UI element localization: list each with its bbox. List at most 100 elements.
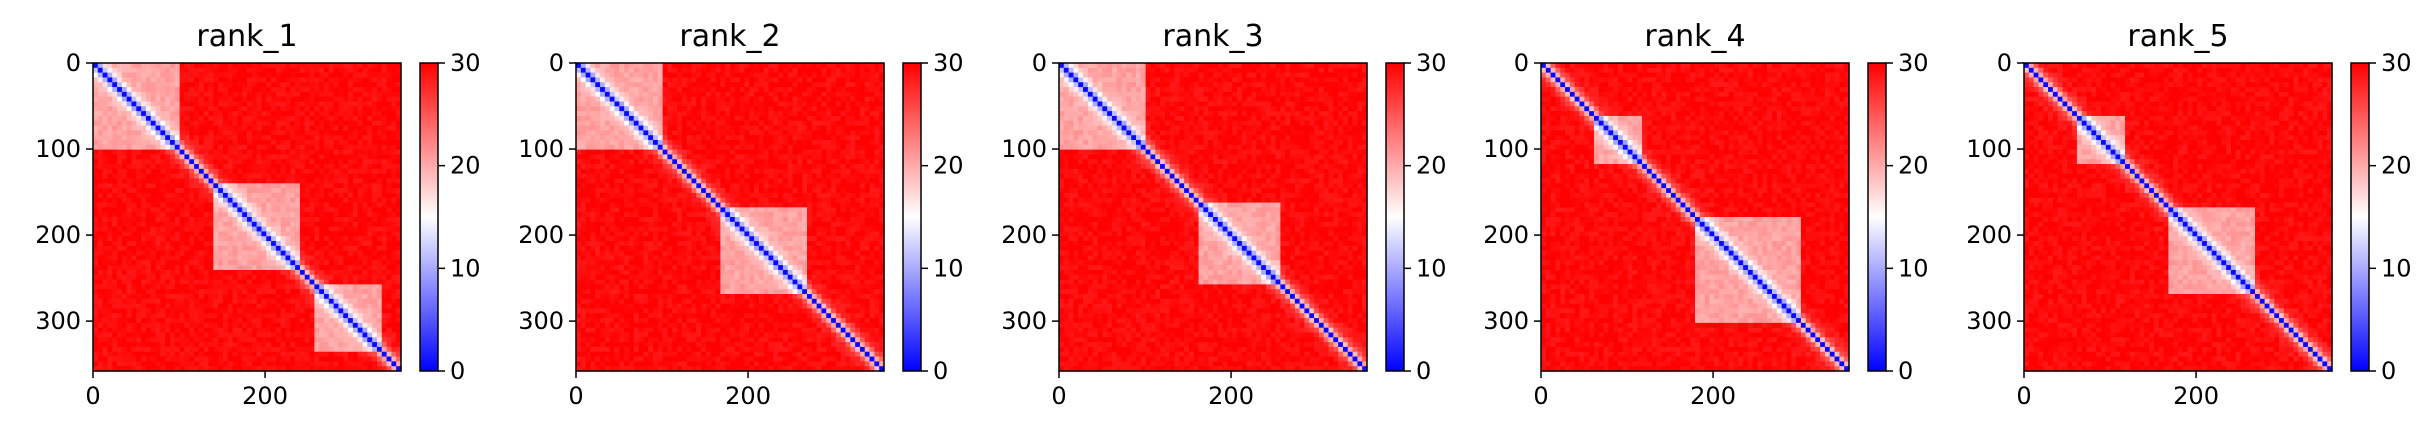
heatmap-cell — [286, 111, 291, 116]
heatmap-cell — [132, 207, 137, 212]
heatmap-cell — [218, 318, 223, 323]
heatmap-cell — [338, 159, 343, 164]
heatmap-cell — [132, 270, 137, 275]
heatmap-cell — [199, 130, 204, 135]
heatmap-cell — [237, 361, 242, 366]
heatmap-cell — [93, 318, 98, 323]
heatmap-cell — [324, 140, 329, 145]
heatmap-cell — [353, 154, 358, 159]
heatmap-cell — [387, 265, 392, 270]
heatmap-cell — [180, 150, 185, 155]
heatmap-cell — [132, 333, 137, 338]
heatmap-cell — [112, 328, 117, 333]
heatmap-cell — [170, 116, 175, 121]
heatmap-cell — [276, 284, 281, 289]
heatmap-cell — [600, 121, 605, 126]
heatmap-cell — [319, 260, 324, 265]
heatmap-cell — [127, 270, 132, 275]
heatmap-cell — [310, 63, 315, 68]
heatmap-cell — [151, 169, 156, 174]
heatmap-cell — [189, 222, 194, 227]
heatmap-cell — [127, 308, 132, 313]
heatmap-cell — [363, 256, 368, 261]
heatmap-cell — [281, 289, 286, 294]
heatmap-cell — [112, 284, 117, 289]
heatmap-cell — [98, 179, 103, 184]
heatmap-cell — [271, 352, 276, 357]
heatmap-cell — [367, 169, 372, 174]
heatmap-cell — [319, 150, 324, 155]
heatmap-cell — [132, 357, 137, 362]
heatmap-cell — [348, 270, 353, 275]
heatmap-cell — [122, 304, 127, 309]
heatmap-cell — [348, 203, 353, 208]
heatmap-cell — [319, 342, 324, 347]
heatmap-cell — [850, 87, 855, 92]
heatmap-cell — [257, 217, 262, 222]
heatmap-cell — [261, 169, 266, 174]
heatmap-cell — [213, 212, 218, 217]
heatmap-cell — [643, 97, 648, 102]
heatmap-cell — [648, 87, 653, 92]
heatmap-cell — [242, 207, 247, 212]
heatmap-cell — [324, 231, 329, 236]
heatmap-cell — [725, 111, 730, 116]
heatmap-cell — [367, 164, 372, 169]
heatmap-cell — [117, 111, 122, 116]
heatmap-cell — [286, 256, 291, 261]
heatmap-cell — [725, 97, 730, 102]
heatmap-cell — [257, 347, 262, 352]
heatmap-cell — [706, 92, 711, 97]
heatmap-cell — [305, 308, 310, 313]
heatmap-cell — [194, 265, 199, 270]
heatmap-cell — [382, 333, 387, 338]
heatmap-cell — [338, 347, 343, 352]
heatmap-cell — [319, 275, 324, 280]
heatmap-cell — [189, 145, 194, 150]
heatmap-cell — [324, 203, 329, 208]
heatmap-cell — [740, 77, 745, 82]
y-tick-label: 100 — [35, 135, 81, 163]
heatmap-cell — [314, 183, 319, 188]
heatmap-cell — [98, 203, 103, 208]
heatmap-cell — [189, 299, 194, 304]
heatmap-cell — [204, 337, 209, 342]
heatmap-cell — [372, 154, 377, 159]
heatmap-cell — [764, 111, 769, 116]
heatmap-cell — [382, 284, 387, 289]
heatmap-cell — [266, 169, 271, 174]
heatmap-cell — [242, 361, 247, 366]
heatmap-cell — [223, 111, 228, 116]
heatmap-cell — [759, 126, 764, 131]
heatmap-cell — [329, 92, 334, 97]
heatmap-cell — [117, 106, 122, 111]
heatmap-cell — [348, 121, 353, 126]
heatmap-cell — [740, 111, 745, 116]
heatmap-cell — [93, 174, 98, 179]
heatmap-cell — [716, 87, 721, 92]
heatmap-cell — [213, 183, 218, 188]
heatmap-cell — [122, 323, 127, 328]
heatmap-cell — [870, 102, 875, 107]
heatmap-cell — [175, 164, 180, 169]
heatmap-cell — [367, 280, 372, 285]
heatmap-cell — [855, 87, 860, 92]
heatmap-cell — [170, 280, 175, 285]
heatmap-cell — [802, 92, 807, 97]
heatmap-cell — [151, 198, 156, 203]
heatmap-cell — [165, 68, 170, 73]
heatmap-cell — [353, 116, 358, 121]
heatmap-cell — [382, 121, 387, 126]
heatmap-cell — [233, 135, 238, 140]
heatmap-cell — [639, 73, 644, 78]
heatmap-cell — [387, 179, 392, 184]
heatmap-cell — [353, 265, 358, 270]
heatmap-cell — [363, 347, 368, 352]
heatmap-cell — [223, 68, 228, 73]
heatmap-cell — [271, 318, 276, 323]
heatmap-cell — [266, 183, 271, 188]
heatmap-cell — [720, 126, 725, 131]
heatmap-cell — [160, 179, 165, 184]
heatmap-cell — [103, 164, 108, 169]
heatmap-cell — [590, 82, 595, 87]
